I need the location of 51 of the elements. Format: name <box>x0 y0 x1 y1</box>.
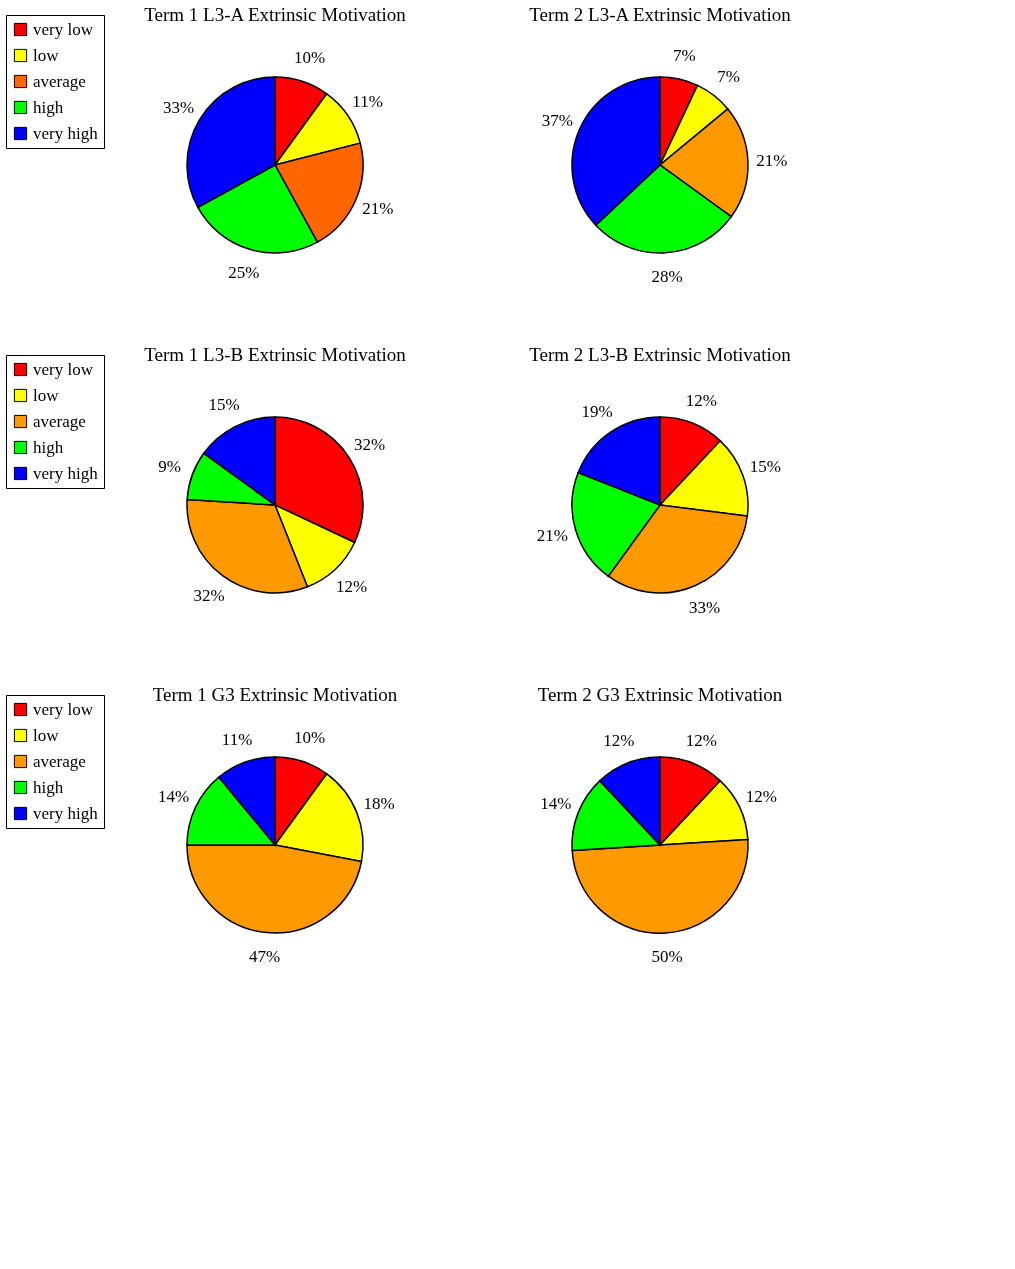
data-label: 32% <box>353 434 386 454</box>
data-label: 12% <box>603 730 635 750</box>
data-label: 14% <box>158 787 190 807</box>
legend-label: high <box>33 97 64 117</box>
data-label: 7% <box>717 66 740 86</box>
chart-title: Term 1 L3-A Extrinsic Motivation <box>144 3 407 25</box>
chart-title: Term 2 G3 Extrinsic Motivation <box>537 684 783 705</box>
data-label: 10% <box>294 48 326 68</box>
legend-label: very low <box>33 699 94 719</box>
data-label: 21% <box>756 151 788 171</box>
legend-label: average <box>33 751 86 771</box>
data-label: 21% <box>536 526 569 546</box>
chart-title: Term 2 L3-B Extrinsic Motivation <box>529 344 792 365</box>
data-label: 47% <box>248 946 281 966</box>
legend-label: high <box>33 777 64 797</box>
data-label: 10% <box>294 728 326 748</box>
data-label: 50% <box>651 946 683 966</box>
data-label: 11% <box>221 729 253 749</box>
data-label: 19% <box>581 402 613 422</box>
data-label: 33% <box>688 597 721 617</box>
data-label: 12% <box>685 730 717 750</box>
chart-title: Term 1 L3-B Extrinsic Motivation <box>144 343 407 365</box>
data-label: 14% <box>540 793 572 813</box>
legend-label: very low <box>33 359 94 379</box>
legend-label: very high <box>33 463 99 483</box>
data-label: 7% <box>673 45 696 65</box>
data-label: 28% <box>651 266 683 286</box>
legend-label: very low <box>33 19 94 39</box>
data-label: 25% <box>228 262 260 282</box>
data-label: 9% <box>158 457 181 477</box>
legend-label: low <box>33 45 60 65</box>
data-label: 12% <box>336 576 368 596</box>
chart-title: Term 1 G3 Extrinsic Motivation <box>152 683 398 705</box>
data-label: 32% <box>193 585 225 605</box>
legend-label: high <box>33 437 64 457</box>
legend-label: very high <box>33 123 99 143</box>
legend-label: average <box>33 411 86 431</box>
legend-label: average <box>33 71 86 91</box>
legend-label: very high <box>33 803 99 823</box>
data-label: 12% <box>745 787 777 807</box>
data-label: 18% <box>363 793 395 813</box>
data-label: 33% <box>163 97 195 117</box>
data-label: 11% <box>352 92 383 112</box>
data-label: 15% <box>749 457 781 477</box>
chart-title: Term 2 L3-A Extrinsic Motivation <box>529 4 792 25</box>
data-label: 21% <box>362 199 394 219</box>
legend-label: low <box>33 725 60 745</box>
data-label: 12% <box>685 390 717 410</box>
legend-label: low <box>33 385 60 405</box>
data-label: 15% <box>208 395 240 415</box>
data-label: 37% <box>541 110 573 130</box>
